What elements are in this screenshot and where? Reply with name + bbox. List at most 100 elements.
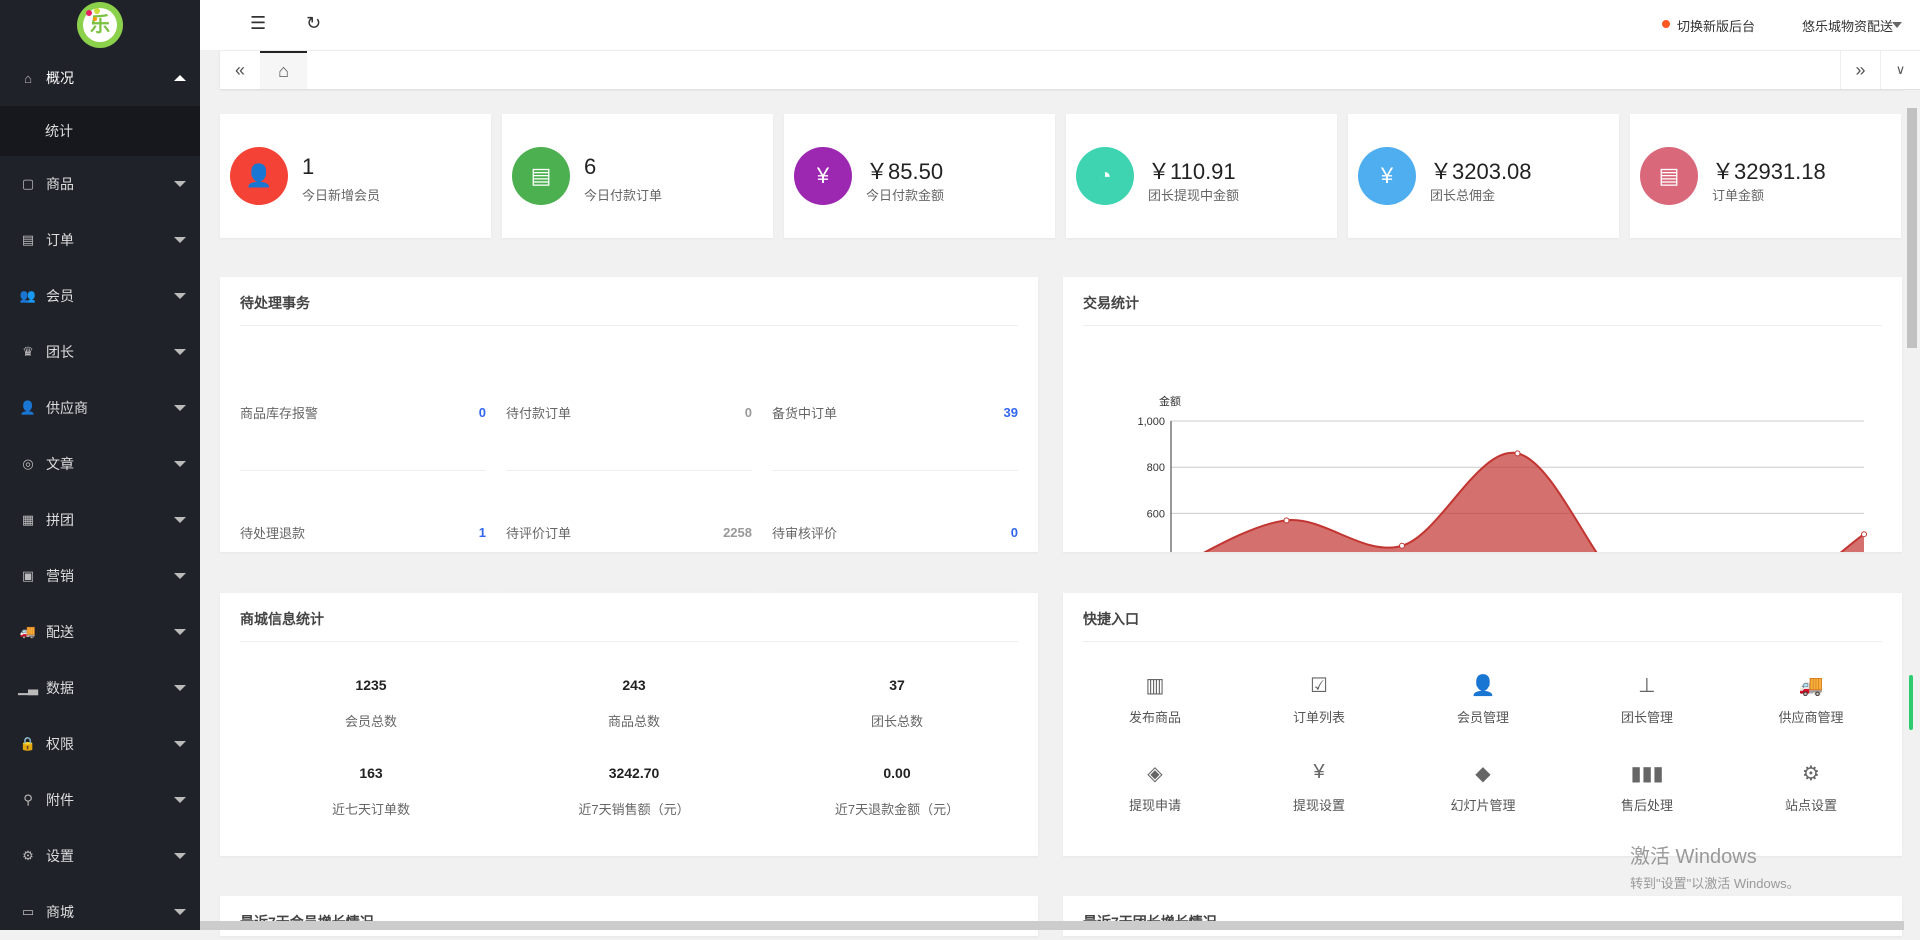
sidebar-item-label: 权限 (46, 736, 74, 752)
pending-tasks-panel: 待处理事务 商品库存报警 0 待付款订单 0 备货中订单 39 待处理退款 1 待评价订单 225… (220, 277, 1038, 661)
sidebar-item[interactable]: 🚚 配送 (0, 604, 200, 660)
scroll-right-icon[interactable]: » (1840, 51, 1880, 89)
chevron-down-icon[interactable] (1892, 22, 1902, 28)
tab-home[interactable]: ⌂ (260, 51, 307, 89)
vertical-scrollbar[interactable] (1904, 90, 1920, 930)
trade-area-chart: 金额02004006008001,00009-0809-0909-1009-11… (1137, 394, 1867, 552)
quick-entry[interactable]: ☑ 订单列表 (1249, 673, 1389, 726)
caret-down-icon (174, 909, 186, 915)
member-growth-panel: 最近7天会员增长情况 (220, 896, 1038, 936)
sidebar-item[interactable]: ⚙ 设置 (0, 828, 200, 884)
stat-label: 订单金额 (1712, 188, 1765, 203)
sidebar-item[interactable]: ⌂ 概况 (0, 50, 200, 106)
sidebar-subitem-label: 统计 (45, 123, 73, 139)
sidebar-subitem[interactable]: 统计 (0, 106, 200, 156)
stat-value: ￥32931.18 (1712, 159, 1826, 184)
task-item[interactable]: 待处理退款 1 (240, 512, 486, 552)
barcode-icon: ▥ (1145, 675, 1165, 697)
sidebar-item[interactable]: 👥 会员 (0, 268, 200, 324)
user-icon: 👤 (1470, 675, 1496, 697)
mall-stat-label: 会员总数 (344, 714, 397, 729)
scroll-left-icon[interactable]: « (234, 59, 245, 80)
card-icon: ▭ (21, 904, 35, 919)
task-count: 1 (478, 524, 486, 540)
sidebar-item[interactable]: ♛ 团长 (0, 324, 200, 380)
sidebar-item[interactable]: 👤 供应商 (0, 380, 200, 436)
task-label: 待评价订单 (506, 525, 572, 541)
task-count: 39 (1003, 404, 1018, 420)
mall-stat-value: 3242.70 (608, 765, 660, 781)
stat-value: ￥110.91 (1148, 159, 1236, 184)
logo[interactable]: 乐 (0, 0, 200, 50)
task-count: 2258 (723, 524, 752, 540)
panel-title: 待处理事务 (240, 295, 310, 311)
quick-entry-label: 提现申请 (1128, 798, 1181, 813)
stat-card: 👤 1 今日新增会员 (220, 114, 491, 238)
sidebar-item-label: 文章 (46, 456, 74, 472)
top-header: ☰ ↻ 切换新版后台 悠乐城物资配送 (200, 0, 1920, 50)
caret-down-icon (174, 461, 186, 467)
quick-entry[interactable]: ⚙ 站点设置 (1741, 761, 1881, 814)
quick-entry[interactable]: ▮▮▮ 售后处理 (1577, 761, 1717, 814)
tab-options-icon[interactable]: ∨ (1880, 51, 1920, 89)
sidebar-item-label: 附件 (46, 792, 74, 808)
money-bag-icon: ¥ (1358, 147, 1416, 205)
sidebar-item-label: 商城 (46, 904, 74, 920)
quick-entry[interactable]: ▥ 发布商品 (1085, 673, 1225, 726)
switch-new-backend-link[interactable]: 切换新版后台 (1677, 19, 1756, 34)
quick-entry[interactable]: ¥ 提现设置 (1249, 761, 1389, 814)
sidebar-item-label: 商品 (46, 176, 74, 192)
sidebar-item[interactable]: ▣ 营销 (0, 548, 200, 604)
mall-stat-label: 近7天退款金额（元） (834, 802, 960, 817)
trade-stats-panel: 交易统计 金额02004006008001,00009-0809-0909-10… (1063, 277, 1902, 552)
scrollbar-thumb[interactable] (1907, 108, 1917, 348)
user-menu[interactable]: 悠乐城物资配送 (1802, 19, 1894, 34)
stat-value: ￥3203.08 (1430, 159, 1532, 184)
paperclip-icon: ⚲ (23, 792, 33, 807)
sidebar-item[interactable]: ▢ 商品 (0, 156, 200, 212)
caret-down-icon (174, 181, 186, 187)
caret-down-icon (174, 349, 186, 355)
stat-card: ▤ 6 今日付款订单 (502, 114, 773, 238)
mall-stat-label: 近7天销售额（元） (578, 802, 690, 817)
sidebar-item[interactable]: 🔒 权限 (0, 716, 200, 772)
quick-entry[interactable]: ◈ 提现申请 (1085, 761, 1225, 814)
quick-entry-label: 幻灯片管理 (1450, 798, 1516, 813)
task-item[interactable]: 待评价订单 2258 (506, 512, 752, 552)
sidebar-item[interactable]: ⚲ 附件 (0, 772, 200, 828)
task-item[interactable]: 商品库存报警 0 (240, 392, 486, 432)
mall-stat-label: 近七天订单数 (331, 802, 410, 817)
task-item[interactable]: 待审核评价 0 (772, 512, 1018, 552)
quick-entry[interactable]: 👤 会员管理 (1413, 673, 1553, 726)
panel-title: 交易统计 (1083, 295, 1139, 311)
task-item[interactable]: 待付款订单 0 (506, 392, 752, 432)
refresh-icon[interactable]: ↻ (306, 13, 322, 33)
bag-icon: ▢ (21, 176, 35, 191)
area-fill (1205, 452, 1864, 552)
document-icon: ▤ (512, 147, 570, 205)
caret-up-icon (174, 75, 186, 81)
crown-icon: ♛ (22, 344, 34, 359)
sidebar-item[interactable]: ▁▃ 数据 (0, 660, 200, 716)
watermark-line2: 转到"设置"以激活 Windows。 (1630, 876, 1800, 891)
mall-info-panel: 商城信息统计 1235 会员总数 243 商品总数 37 团长总数 163 近七天订单数 324… (220, 593, 1038, 856)
mall-stat-value: 37 (889, 677, 905, 693)
quick-entry-label: 提现设置 (1292, 798, 1345, 813)
sidebar-item[interactable]: ▦ 拼团 (0, 492, 200, 548)
quick-entry[interactable]: 🚚 供应商管理 (1741, 673, 1881, 726)
sidebar-item[interactable]: ▤ 订单 (0, 212, 200, 268)
sidebar-item[interactable]: ▭ 商城 (0, 884, 200, 940)
gear-icon: ⚙ (22, 848, 34, 863)
panel-title: 商城信息统计 (240, 611, 324, 627)
mall-stat: 243 商品总数 (534, 677, 734, 730)
truck-icon: 🚚 (1798, 675, 1824, 697)
quick-entry[interactable]: ⊥ 团长管理 (1577, 673, 1717, 726)
sidebar-item[interactable]: ◎ 文章 (0, 436, 200, 492)
horizontal-scrollbar[interactable] (200, 921, 1904, 930)
sidebar-item-label: 设置 (46, 848, 74, 864)
task-item[interactable]: 备货中订单 39 (772, 392, 1018, 432)
caret-down-icon (174, 573, 186, 579)
quick-entry[interactable]: ◆ 幻灯片管理 (1413, 761, 1553, 814)
tag-icon: ◆ (1475, 763, 1491, 785)
collapse-menu-icon[interactable]: ☰ (250, 13, 267, 33)
